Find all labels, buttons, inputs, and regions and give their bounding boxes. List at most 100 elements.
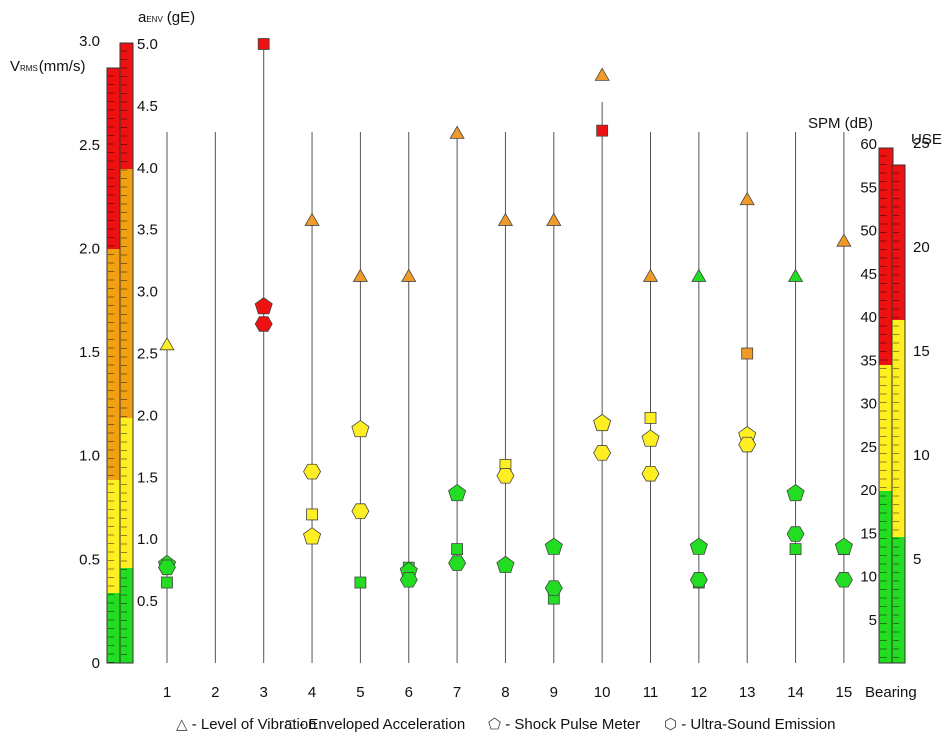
hexagon-marker-bearing-7 [448,555,467,571]
use-tick-label: 20 [913,239,930,256]
use-tick-label: 15 [913,343,930,360]
hexagon-marker-bearing-6 [399,572,418,588]
hexagon-marker-bearing-14 [786,526,805,542]
vrms-tick-label: 2.5 [79,137,100,154]
use-axis-title: USE [911,131,942,148]
triangle-marker-bearing-8 [497,212,514,226]
aenv-tick-label: 2.5 [137,346,158,363]
spm-color-bar [878,147,894,664]
hexagon-marker-bearing-10 [593,445,612,461]
bearing-lines [166,42,845,663]
square-marker-bearing-1 [161,576,173,589]
x-tick-label: 9 [550,684,558,701]
aenv-tick-label: 4.5 [137,98,158,115]
hexagon-marker-bearing-11 [641,465,660,482]
hexagon-marker-bearing-15 [834,572,853,588]
x-tick-label: 5 [356,684,364,701]
square-marker-bearing-7 [451,543,464,556]
triangle-marker-bearing-1 [159,337,175,351]
vrms-tick-label: 0 [92,655,100,672]
spm-tick-label: 35 [860,352,877,369]
legend-item: □ - Enveloped Acceleration [286,716,465,733]
aenv-tick-label: 4.0 [137,160,158,177]
hexagon-marker-bearing-8 [496,468,515,484]
use-tick-label: 25 [913,135,930,152]
vrms-tick-label: 0.5 [79,551,100,568]
hexagon-marker-bearing-5 [351,503,370,519]
triangle-marker-bearing-11 [642,268,659,282]
x-tick-label: 8 [501,684,509,701]
x-tick-label: 6 [405,684,413,701]
svg-text:aENV(gE): aENV (gE) [138,9,195,26]
aenv-axis-title: aENV (gE) [138,9,195,26]
aenv-tick-label: 5.0 [137,36,158,53]
aenv-color-bar [119,42,134,664]
pentagon-marker-bearing-12 [689,537,708,555]
aenv-tick-label: 3.5 [137,222,158,239]
spm-tick-label: 30 [860,396,877,413]
spm-tick-label: 55 [860,179,877,196]
triangle-marker-bearing-4 [304,212,320,226]
spm-tick-label: 45 [860,266,877,283]
x-tick-label: 14 [787,684,804,701]
pentagon-marker-bearing-8 [496,555,515,573]
vrms-tick-labels: 00.51.01.52.02.53.03.54.04.55.05.5 [79,33,100,672]
legend-item: ⬠ - Shock Pulse Meter [488,716,640,733]
pentagon-marker-bearing-11 [641,429,660,447]
severity-color-bars [106,42,906,664]
vrms-color-bar [106,67,121,664]
x-tick-label: 15 [836,684,853,701]
axis-ticks: 00.51.01.52.02.53.03.54.04.55.05.50.51.0… [79,33,930,672]
spm-tick-label: 10 [860,569,877,586]
x-tick-label: 1 [163,684,171,701]
triangle-marker-bearing-12 [691,268,707,282]
svg-text:VRMS(mm/s): VRMS(mm/s) [10,58,85,75]
spm-tick-label: 20 [860,482,877,499]
use-tick-label: 5 [913,551,921,568]
x-axis-title: Bearing [865,684,917,701]
vrms-axis-title: VRMS(mm/s) [10,58,85,75]
spm-axis-title: SPM (dB) [808,115,873,132]
legend-item: ⬡ - Ultra-Sound Emission [664,716,835,733]
series-level-of-vibration [159,67,852,351]
x-tick-label: 7 [453,684,461,701]
pentagon-marker-bearing-3 [254,297,273,315]
hexagon-marker-bearing-1 [158,559,176,576]
hexagon-marker-bearing-4 [303,463,322,480]
vrms-tick-label: 2.0 [79,240,100,257]
hexagon-marker-bearing-12 [689,572,708,588]
triangle-marker-bearing-5 [352,268,369,282]
aenv-tick-label: 0.5 [137,593,158,610]
triangle-marker-bearing-13 [739,191,755,206]
spm-tick-label: 60 [860,136,877,153]
vrms-tick-label: 1.0 [79,448,100,465]
spm-tick-label: 50 [860,223,877,240]
square-marker-bearing-13 [741,347,754,360]
hexagon-marker-bearing-13 [738,436,757,453]
legend: △ - Level of Vibration□ - Enveloped Acce… [176,716,835,733]
spm-tick-labels: 5 10 15 20 25 30 35 40 45 50 55 60 [860,136,877,629]
triangle-marker-bearing-10 [594,67,610,81]
x-tick-label: 10 [594,684,611,701]
vrms-tick-label: 1.5 [79,344,100,361]
x-tick-label: 4 [308,684,316,701]
spm-tick-label: 40 [860,309,877,326]
square-marker-bearing-14 [789,543,802,556]
triangle-marker-bearing-6 [401,268,417,282]
use-color-bar [891,164,906,664]
spm-tick-label: 15 [860,525,877,542]
pentagon-marker-bearing-14 [786,483,805,502]
vrms-tick-label: 3.0 [79,33,100,50]
use-tick-label: 10 [913,447,930,464]
series-ultra-sound-emission [158,316,853,596]
legend-item: △ - Level of Vibration [176,716,317,733]
aenv-tick-label: 2.0 [137,407,158,424]
data-markers [157,38,853,605]
triangle-marker-bearing-9 [546,212,562,226]
square-marker-bearing-10 [596,124,609,137]
x-tick-label: 2 [211,684,219,701]
pentagon-marker-bearing-5 [351,419,370,438]
x-tick-label: 13 [739,684,756,701]
aenv-tick-labels: 0.5 1.0 1.5 2.0 2.5 3.0 3.5 4.0 4.5 5.0 [137,36,158,610]
